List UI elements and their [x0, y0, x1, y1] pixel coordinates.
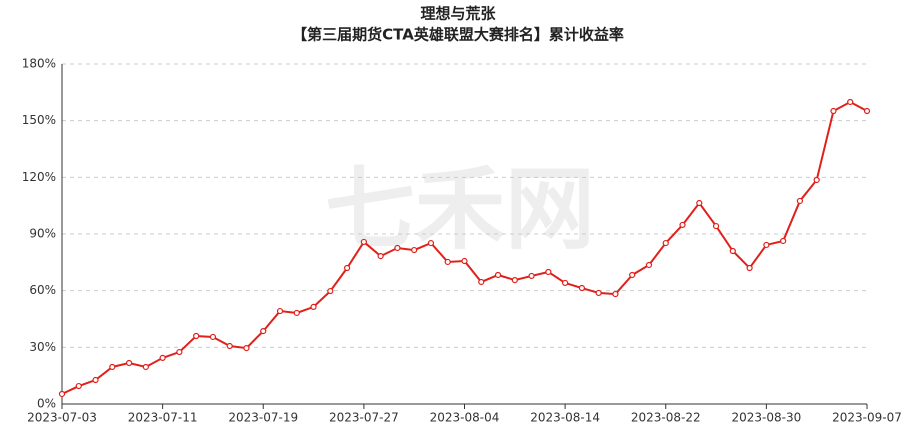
x-tick-label: 2023-08-22	[631, 411, 701, 425]
point	[344, 264, 351, 272]
x-tick-label: 2023-07-11	[128, 411, 198, 425]
point	[193, 332, 200, 340]
x-tick-label: 2023-08-04	[430, 411, 500, 425]
point	[813, 176, 820, 184]
x-tick-label: 2023-08-30	[732, 411, 802, 425]
x-tick-label: 2023-07-03	[27, 411, 97, 425]
point	[276, 307, 284, 315]
point	[796, 197, 804, 205]
y-tick-label: 30%	[29, 340, 56, 354]
point	[310, 303, 317, 311]
point	[260, 327, 267, 335]
point	[243, 344, 250, 352]
point	[109, 363, 116, 371]
point	[411, 246, 418, 254]
point	[679, 221, 686, 229]
point	[427, 239, 435, 247]
y-tick-label: 90%	[29, 227, 56, 241]
point	[226, 342, 233, 350]
point	[511, 276, 518, 284]
y-tick-label: 60%	[29, 283, 56, 297]
point	[125, 359, 133, 367]
x-tick-label: 2023-09-07	[832, 411, 902, 425]
point	[293, 309, 300, 317]
point	[528, 272, 535, 280]
point	[662, 239, 669, 247]
point	[847, 98, 854, 106]
point	[75, 382, 82, 390]
point	[612, 290, 619, 298]
point	[360, 238, 367, 246]
point	[478, 278, 485, 286]
x-tick-label: 2023-07-19	[228, 411, 298, 425]
point	[142, 363, 149, 371]
point	[327, 287, 334, 295]
point	[578, 284, 585, 292]
point	[394, 244, 401, 252]
point	[461, 257, 468, 265]
point	[780, 237, 787, 245]
point	[444, 258, 451, 266]
point	[58, 390, 66, 398]
point	[863, 107, 871, 115]
point	[545, 268, 552, 276]
y-tick-label: 120%	[22, 170, 56, 184]
point	[763, 241, 770, 249]
point	[746, 264, 753, 272]
point	[159, 354, 166, 362]
point	[209, 333, 217, 341]
point	[92, 376, 99, 384]
point	[830, 107, 837, 115]
x-tick-label: 2023-08-14	[530, 411, 600, 425]
point	[696, 199, 703, 207]
x-tick-label: 2023-07-27	[329, 411, 399, 425]
point	[562, 279, 569, 287]
y-tick-label: 180%	[22, 57, 56, 71]
chart-subtitle: 【第三届期货CTA英雄联盟大赛排名】累计收益率	[292, 26, 624, 44]
point	[729, 247, 736, 255]
point	[494, 271, 502, 279]
chart-title: 理想与荒张	[420, 5, 496, 23]
y-tick-label: 0%	[37, 397, 56, 411]
point	[176, 348, 183, 356]
point	[629, 271, 636, 279]
point	[595, 289, 602, 297]
point	[712, 222, 720, 230]
watermark: 七禾网	[325, 157, 595, 262]
y-tick-label: 150%	[22, 113, 56, 127]
point	[377, 253, 384, 260]
point	[645, 261, 653, 269]
